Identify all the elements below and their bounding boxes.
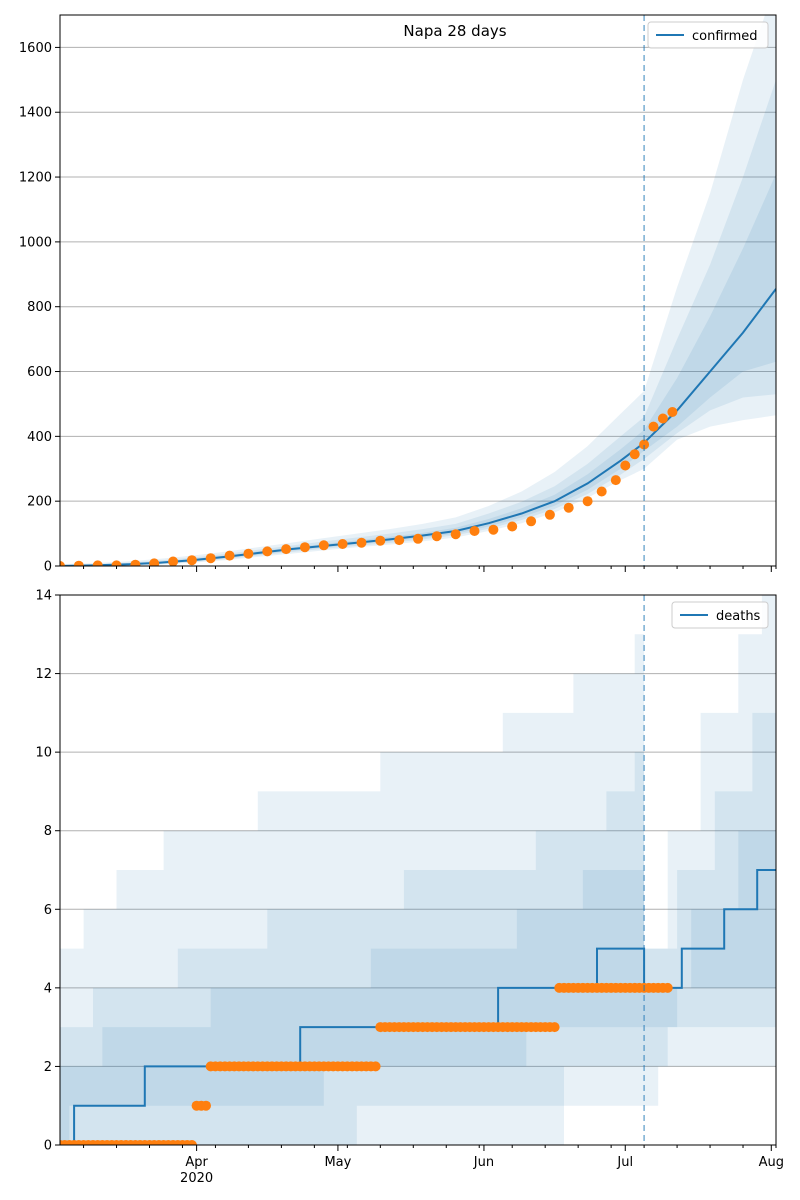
observed-point [262,546,273,557]
observed-point [111,560,122,566]
observed-point [657,413,668,424]
legend-box [647,21,769,49]
confirmed-median-line [60,288,776,566]
observed-point [629,449,640,460]
observed-point [648,421,659,432]
x-tick-label: Aug [759,1155,784,1170]
observed-point [431,531,442,542]
observed-point [488,524,499,535]
legend-label: deaths [716,609,761,624]
y-tick-label: 1400 [19,106,52,121]
observed-point [526,516,537,527]
axes-frame [59,594,777,1146]
uncertainty-band-3 [60,173,776,566]
plot-area [60,595,776,1145]
observed-point [186,1140,197,1145]
legend-box [671,601,769,629]
observed-point [337,539,348,549]
observed-point [563,502,574,513]
axes-frame [59,14,777,567]
observed-point [667,407,678,417]
y-tick-label: 10 [35,746,52,761]
x-tick-label: May [324,1155,351,1170]
observed-point [507,521,518,532]
confirmed-panel: 0 200 400 600 800 1000 1200 1400 1600 Napa 28 day… [19,14,777,575]
y-tick-label: 200 [27,495,52,510]
observed-point [318,540,329,551]
observed-point [370,1061,381,1072]
uncertainty-band-3 [60,752,776,1145]
observed-point [662,982,673,993]
y-tick-label: 1000 [19,235,52,250]
y-tick-label: 6 [44,903,52,918]
y-tick-label: 12 [35,667,52,682]
observed-point [168,556,179,566]
y-tick-label: 800 [27,300,52,315]
observed-point [549,1022,560,1033]
y-tick-label: 2 [44,1060,52,1075]
legend-label: confirmed [692,29,758,44]
observed-point [73,560,84,566]
uncertainty-band-1 [60,15,776,566]
x-tick-label: Jul [616,1155,633,1170]
observed-point [375,535,386,546]
observed-point [620,460,631,471]
y-tick-label: 1600 [19,41,52,56]
observed-point [394,535,405,546]
observed-point [450,529,461,540]
y-tick-label: 600 [27,365,52,380]
observed-point [469,526,480,536]
y-tick-label: 1200 [19,171,52,186]
observed-point [60,561,65,566]
y-tick-label: 4 [44,981,52,996]
x-tick-sublabel: 2020 [180,1171,213,1186]
y-tick-label: 8 [44,824,52,839]
observed-point [205,553,216,564]
observed-point [596,486,607,497]
observed-point [243,548,254,559]
observed-point [639,439,650,450]
observed-point [186,555,197,566]
uncertainty-band-1 [60,595,776,1145]
y-tick-label: 400 [27,430,52,445]
observed-point [149,558,160,566]
observed-point [201,1100,211,1111]
observed-point [582,496,593,507]
observed-point [130,559,141,566]
y-tick-label: 14 [35,589,52,604]
observed-point [92,560,103,566]
x-tick-label: Jun [473,1155,494,1170]
y-tick-label: 0 [44,1139,52,1154]
observed-point [413,533,423,544]
y-tick-label: 0 [44,560,52,575]
uncertainty-band-2 [60,634,776,1145]
observed-point [224,550,235,561]
observed-point [356,537,367,548]
deaths-median-line [60,869,776,1145]
chart-title: Napa 28 days [403,22,506,40]
observed-point [544,509,555,520]
x-tick-label: Apr [185,1155,208,1170]
plot-area [60,15,776,566]
observed-point [281,544,292,555]
observed-point [610,475,621,486]
observed-point [299,542,310,553]
